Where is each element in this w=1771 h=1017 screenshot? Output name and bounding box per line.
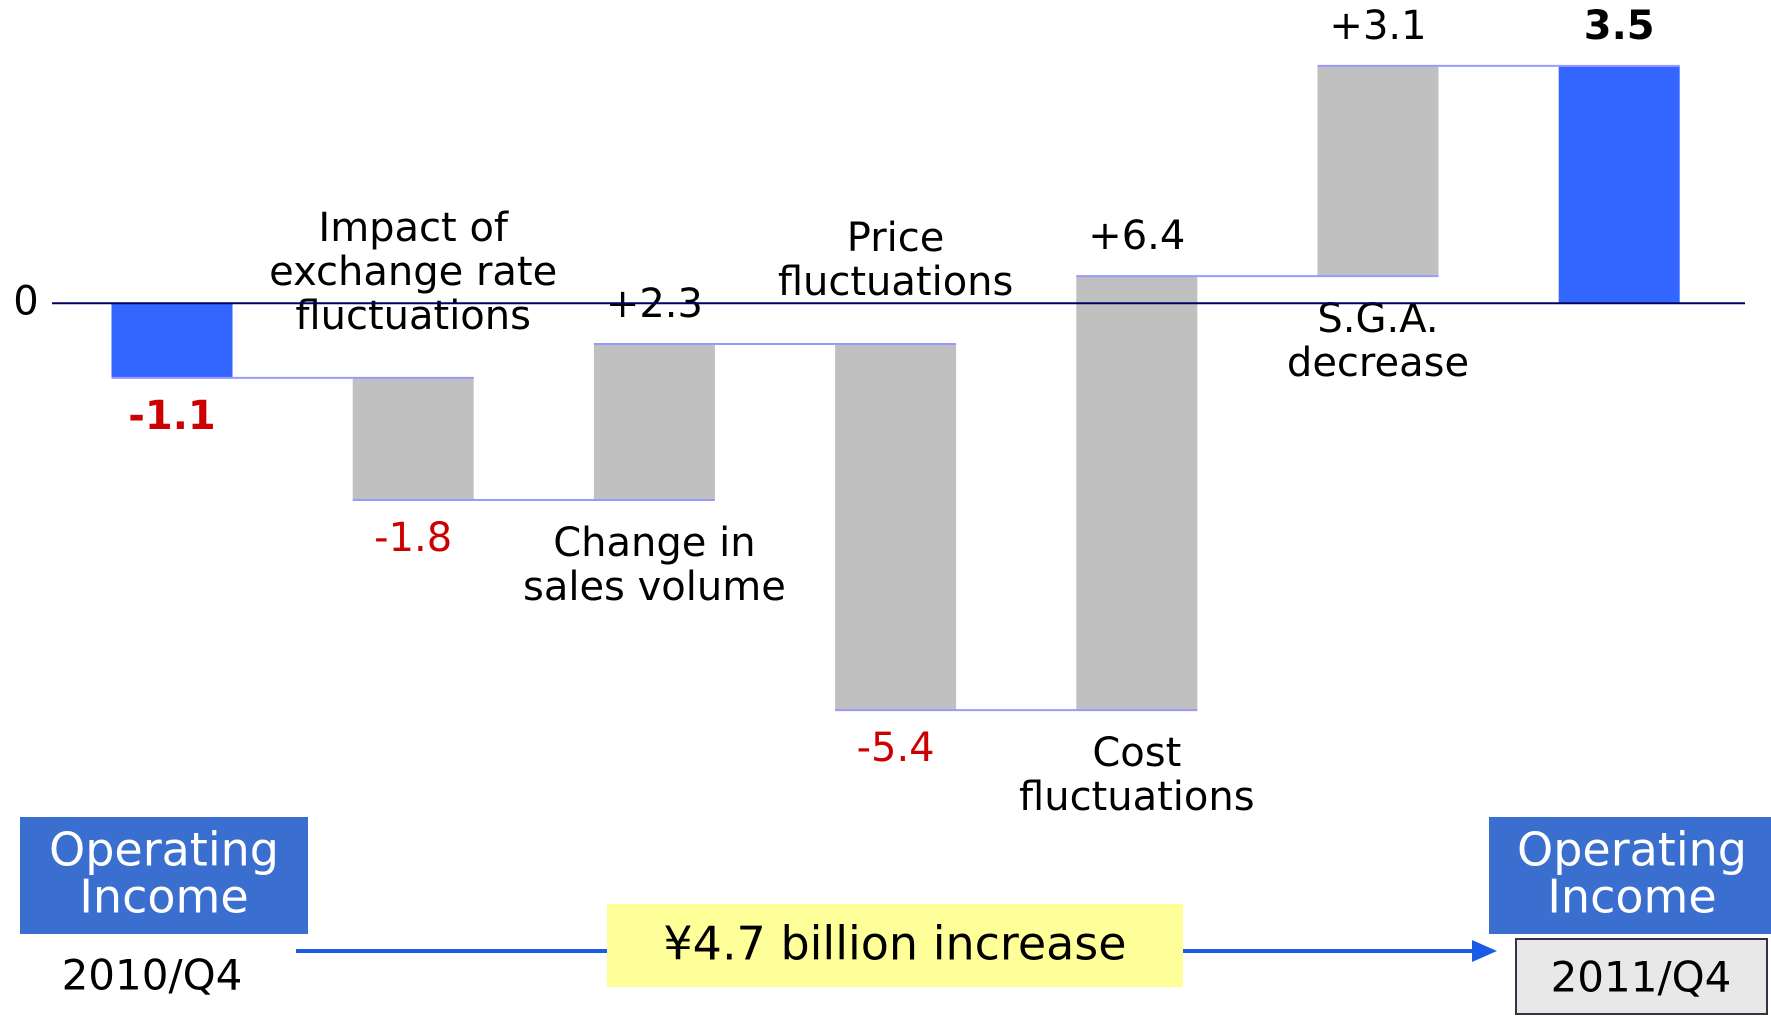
end-box [1489, 817, 1771, 934]
category-label: fluctuations [295, 293, 531, 339]
category-label: Impact of [318, 205, 509, 251]
bar [352, 377, 474, 500]
bar [835, 343, 957, 711]
value-label: +3.1 [1329, 3, 1426, 49]
category-label: sales volume [523, 564, 786, 610]
start-period: 2010/Q4 [62, 951, 243, 1000]
bar [111, 303, 233, 378]
value-label: 3.5 [1584, 3, 1655, 49]
category-label: exchange rate [269, 249, 557, 295]
value-label: -1.8 [374, 515, 452, 561]
value-label: -1.1 [128, 393, 215, 439]
category-label: Cost [1092, 730, 1181, 776]
end-label: Income [1547, 870, 1716, 924]
arrow-head [1472, 940, 1497, 962]
value-label: +6.4 [1088, 213, 1185, 259]
end-period-box [1515, 938, 1768, 1015]
y-tick-label: 0 [13, 278, 38, 324]
change-label: ¥4.7 billion increase [663, 917, 1126, 971]
category-label: fluctuations [1019, 774, 1255, 820]
start-box [20, 817, 308, 934]
category-label: Change in [553, 520, 755, 566]
category-label: Price [847, 215, 945, 261]
start-label: Income [79, 870, 248, 924]
change-box [607, 904, 1183, 987]
value-label: -5.4 [857, 725, 935, 771]
start-label: Operating [49, 823, 279, 877]
category-label: decrease [1287, 340, 1469, 386]
bar [1076, 276, 1198, 711]
category-label: fluctuations [778, 259, 1014, 305]
bar [1317, 65, 1439, 277]
bar [593, 343, 715, 500]
end-label: Operating [1517, 823, 1747, 877]
end-period: 2011/Q4 [1551, 953, 1732, 1002]
bar [1558, 65, 1680, 304]
